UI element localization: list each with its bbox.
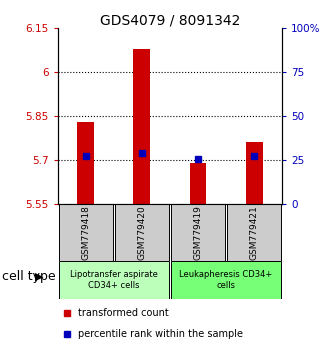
Bar — [59, 261, 169, 299]
Bar — [59, 204, 113, 261]
Text: Leukapheresis CD34+
cells: Leukapheresis CD34+ cells — [180, 270, 273, 290]
Bar — [115, 204, 169, 261]
Bar — [171, 204, 225, 261]
Bar — [246, 142, 263, 204]
Text: Lipotransfer aspirate
CD34+ cells: Lipotransfer aspirate CD34+ cells — [70, 270, 158, 290]
Bar — [171, 261, 281, 299]
Text: GSM779421: GSM779421 — [249, 205, 259, 259]
Text: ▶: ▶ — [35, 272, 43, 281]
Bar — [227, 204, 281, 261]
Title: GDS4079 / 8091342: GDS4079 / 8091342 — [100, 13, 240, 27]
Text: transformed count: transformed count — [78, 308, 169, 318]
Bar — [77, 122, 94, 204]
Bar — [189, 162, 206, 204]
Text: GSM779418: GSM779418 — [81, 205, 90, 260]
Text: GSM779419: GSM779419 — [193, 205, 203, 260]
Text: GSM779420: GSM779420 — [137, 205, 147, 259]
Text: cell type: cell type — [2, 270, 55, 283]
Text: percentile rank within the sample: percentile rank within the sample — [78, 329, 243, 338]
Bar — [133, 49, 150, 204]
